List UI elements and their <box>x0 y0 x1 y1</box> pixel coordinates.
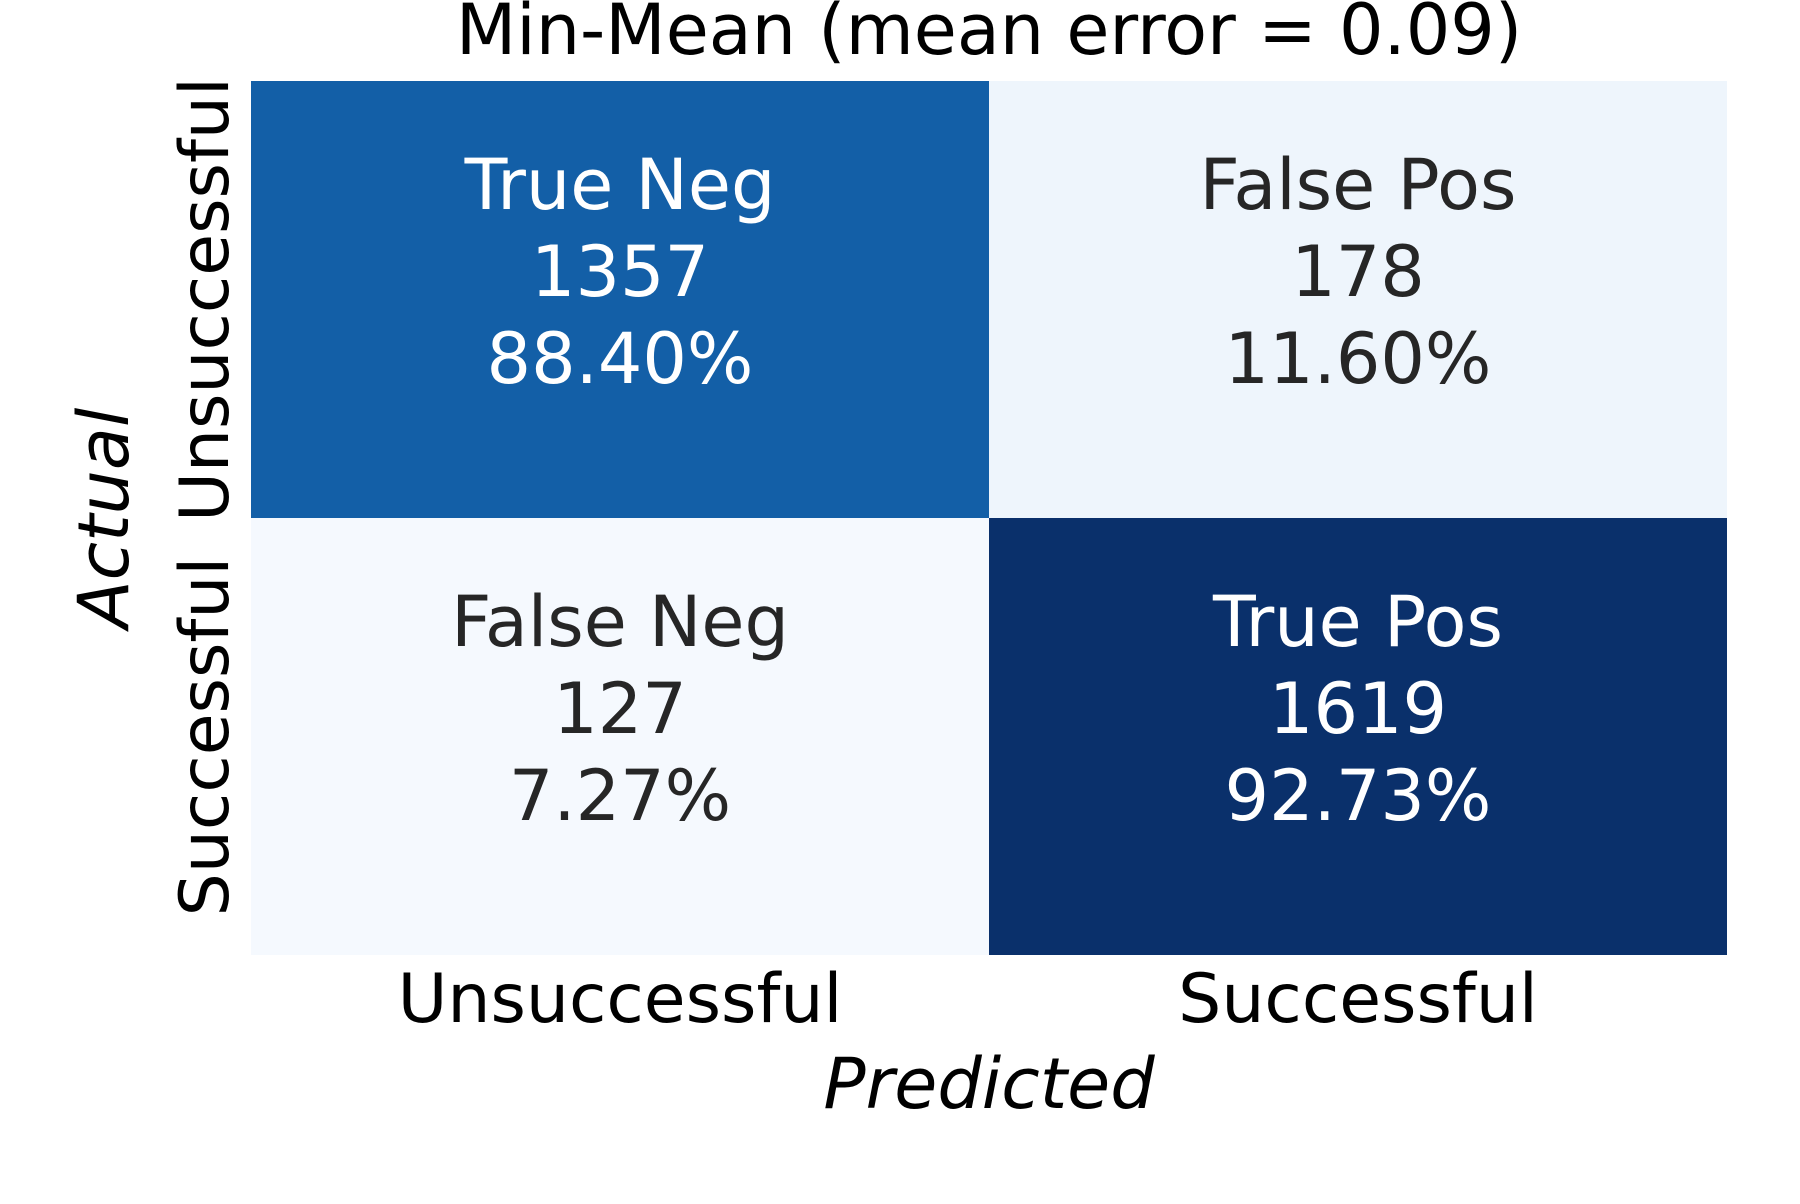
cell-percent: 11.60% <box>1225 318 1492 400</box>
heatmap-cells <box>251 81 1727 955</box>
cell-count: 1357 <box>531 231 709 313</box>
cell-count: 127 <box>553 668 687 750</box>
cell-label: True Neg <box>464 144 776 226</box>
cell-count: 1619 <box>1269 668 1447 750</box>
chart-title: Min-Mean (mean error = 0.09) <box>456 0 1522 71</box>
cell-label: False Pos <box>1200 144 1517 226</box>
cell-percent: 92.73% <box>1225 755 1492 837</box>
heatmap-cell <box>989 81 1727 518</box>
y-axis-tick-labels: Unsuccessful Successful <box>166 77 245 916</box>
cell-percent: 88.40% <box>487 318 754 400</box>
cell-label: True Pos <box>1212 581 1503 663</box>
heatmap-cell <box>989 518 1727 955</box>
y-axis-label: Actual <box>63 407 145 632</box>
x-axis-tick-labels: Unsuccessful Successful <box>398 960 1538 1039</box>
y-tick-label: Unsuccessful <box>166 77 245 522</box>
y-tick-label: Successful <box>166 557 245 917</box>
cell-percent: 7.27% <box>509 755 731 837</box>
heatmap-cell <box>251 81 989 518</box>
heatmap-cell <box>251 518 989 955</box>
x-tick-label: Unsuccessful <box>398 960 843 1039</box>
cell-count: 178 <box>1291 231 1425 313</box>
x-axis-label: Predicted <box>823 1043 1155 1125</box>
cell-label: False Neg <box>451 581 789 663</box>
x-tick-label: Successful <box>1178 960 1538 1039</box>
